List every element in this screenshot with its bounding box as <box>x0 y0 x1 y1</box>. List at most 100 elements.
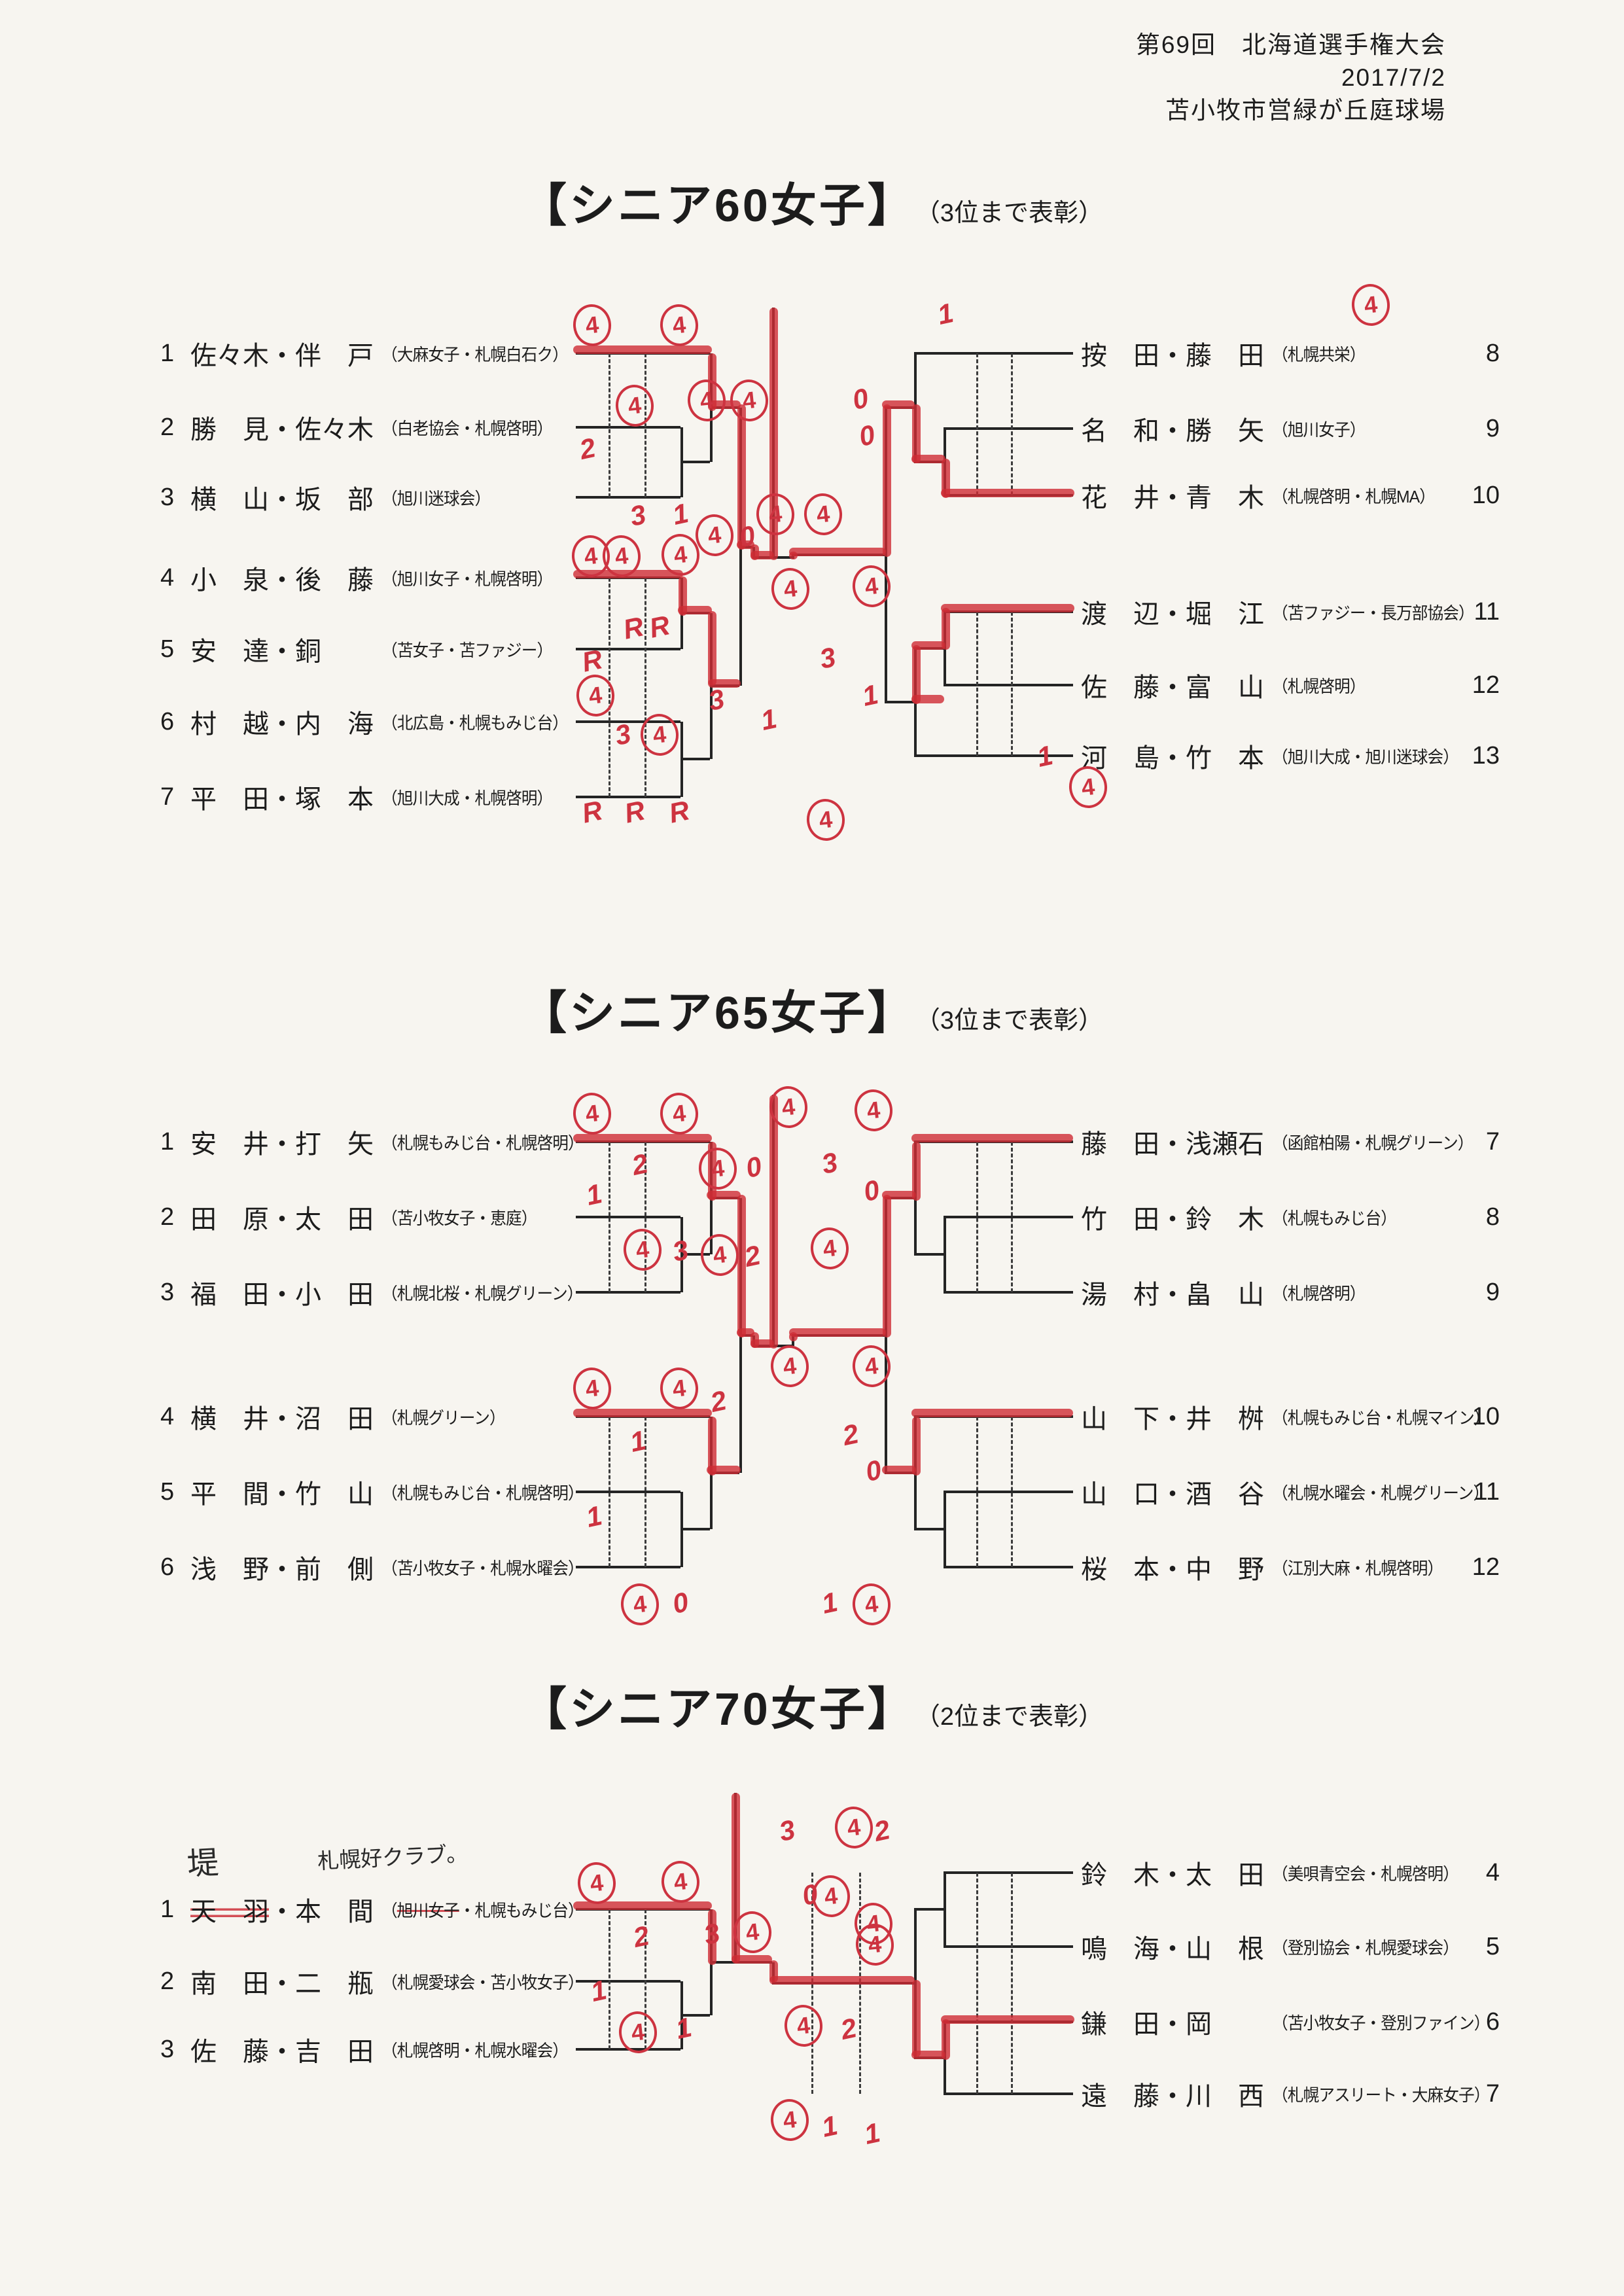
entry-seed: 9 <box>1485 414 1500 442</box>
bracket-line <box>644 1909 646 2049</box>
bracket-line <box>944 427 1073 430</box>
entry-name: 佐 藤・富 山 <box>1081 673 1264 702</box>
entry-seed: 3 <box>160 1278 175 1306</box>
entry-name: 遠 藤・川 西 <box>1081 2082 1264 2111</box>
bracket-line <box>680 1528 710 1530</box>
bracket-line <box>1011 612 1013 756</box>
bracket-line <box>576 796 680 798</box>
bracket-line <box>914 754 1073 757</box>
bracket-line <box>737 1328 754 1337</box>
entry-name: 平 間・竹 山 <box>190 1480 374 1509</box>
bracket-line <box>576 496 680 499</box>
bracket-line <box>912 1142 921 1201</box>
bracket-line <box>1011 1142 1013 1292</box>
entry-name: 小 泉・後 藤 <box>190 566 374 595</box>
entry-club: （旭川大成・旭川迷球会） <box>1272 747 1459 767</box>
entry-club: （登別協会・札幌愛球会） <box>1272 1937 1459 1958</box>
bracket-entry: 3 佐 藤・吉 田 （札幌啓明・札幌水曜会） <box>160 2029 578 2070</box>
bracket-line <box>944 1873 946 1947</box>
bracket-line <box>1011 1873 1013 2094</box>
bracket-line <box>576 648 680 650</box>
bracket-entry: 5 安 達・銅 （苫女子・苫ファジー） <box>160 629 561 669</box>
bracket-line <box>680 1253 710 1256</box>
entry-club: （函館柏陽・札幌グリーン） <box>1272 1133 1474 1153</box>
section-title: 【シニア60女子】 （3位まで表彰） <box>0 169 1624 235</box>
score-annotation: 1 <box>588 1974 610 2007</box>
bracket-line <box>885 701 914 703</box>
entry-name-struck: 天 羽 <box>190 1898 269 1926</box>
entry-seed: 1 <box>160 1127 175 1156</box>
bracket-entry: 渡 辺・堀 江 （苫ファジー・長万部協会） 11 <box>1081 592 1500 632</box>
entry-seed: 2 <box>160 413 175 441</box>
bracket-line <box>789 548 886 556</box>
entry-name: 藤 田・浅瀬石 <box>1081 1130 1264 1159</box>
entry-club: （札幌共栄） <box>1272 344 1366 364</box>
entry-name: 河 島・竹 本 <box>1081 744 1264 773</box>
entry-seed: 1 <box>160 1895 175 1923</box>
entry-club: （江別大麻・札幌啓明） <box>1272 1558 1443 1578</box>
bracket-line <box>769 1095 778 1349</box>
bracket-line <box>769 1976 915 1985</box>
entry-seed: 6 <box>1485 2007 1500 2036</box>
entry-name: 花 井・青 木 <box>1081 484 1264 512</box>
entry-club: （札幌啓明・札幌MA） <box>1272 486 1436 506</box>
entry-club: （白老協会・札幌啓明） <box>381 418 553 438</box>
entry-name: 竹 田・鈴 木 <box>1081 1205 1264 1234</box>
bracket-line <box>708 1142 716 1201</box>
bracket-entry: 4 小 泉・後 藤 （旭川女子・札幌啓明） <box>160 557 561 598</box>
event-date: 2017/7/2 <box>1341 64 1446 91</box>
entry-seed: 3 <box>160 2035 175 2063</box>
bracket-entry: 1 佐々木・伴 戸 （大麻女子・札幌白石ク） <box>160 333 578 374</box>
score-annotation: 2 <box>630 1920 652 1953</box>
bracket-entry: 按 田・藤 田 （札幌共栄） 8 <box>1081 333 1500 374</box>
entry-name: 鈴 木・太 田 <box>1081 1861 1264 1890</box>
bracket-line <box>883 404 891 557</box>
bracket-line <box>680 758 710 760</box>
score-annotation: 4 <box>659 1859 702 1905</box>
bracket-line <box>944 684 1073 686</box>
bracket-line <box>976 612 978 756</box>
bracket-line <box>573 1901 712 1910</box>
bracket-line <box>573 345 712 354</box>
section-title-text: 【シニア70女子】 <box>520 1684 916 1735</box>
section-title-note: （2位まで表彰） <box>927 1703 1103 1731</box>
bracket-line <box>609 1142 610 1292</box>
entry-club: （旭川女子・札幌もみじ台） <box>381 1898 584 1922</box>
bracket-line <box>789 1328 886 1337</box>
bracket-line <box>944 1566 1073 1568</box>
score-annotation: 1 <box>819 2110 841 2143</box>
entry-seed: 13 <box>1472 741 1500 769</box>
bracket-line <box>944 1291 1073 1294</box>
section-title: 【シニア70女子】 （2位まで表彰） <box>0 1672 1624 1739</box>
entry-club: （北広島・札幌もみじ台） <box>381 713 569 733</box>
bracket-line <box>944 1491 1073 1493</box>
bracket-line <box>976 1417 978 1567</box>
bracket-entry: 4 横 井・沼 田 （札幌グリーン） <box>160 1396 512 1437</box>
bracket-entry: 竹 田・鈴 木 （札幌もみじ台） 8 <box>1081 1197 1500 1237</box>
entry-name: 南 田・二 瓶 <box>190 1969 374 1998</box>
entry-name: 安 井・打 矢 <box>190 1130 374 1159</box>
bracket-line <box>944 1945 1073 1948</box>
entry-name: 田 原・太 田 <box>190 1205 374 1234</box>
bracket-line <box>644 578 646 797</box>
entry-name: 山 口・酒 谷 <box>1081 1480 1264 1509</box>
entry-club: （大麻女子・札幌白石ク） <box>381 344 569 364</box>
bracket-line <box>576 1216 680 1218</box>
bracket-entry: 鈴 木・太 田 （美唄青空会・札幌啓明） 4 <box>1081 1852 1500 1893</box>
entry-club: （苫小牧女子・登別ファイン） <box>1272 2013 1490 2033</box>
score-annotation: 3 <box>776 1814 798 1847</box>
entry-club: （札幌水曜会・札幌グリーン） <box>1272 1483 1489 1503</box>
bracket-entry: 湯 村・畠 山 （札幌啓明） 9 <box>1081 1272 1500 1313</box>
bracket-line <box>1011 353 1013 495</box>
bracket-line <box>644 353 646 497</box>
bracket-line <box>911 695 944 703</box>
bracket-entry: 花 井・青 木 （札幌啓明・札幌MA） 10 <box>1081 475 1500 516</box>
entry-seed: 4 <box>160 1402 175 1430</box>
section-title-note: （3位まで表彰） <box>927 200 1103 227</box>
entry-club: （札幌北桜・札幌グリーン） <box>381 1283 583 1303</box>
entry-seed: 7 <box>1485 1127 1500 1156</box>
bracket-entry: 鳴 海・山 根 （登別協会・札幌愛球会） 5 <box>1081 1926 1500 1967</box>
bracket-line <box>576 2048 680 2051</box>
